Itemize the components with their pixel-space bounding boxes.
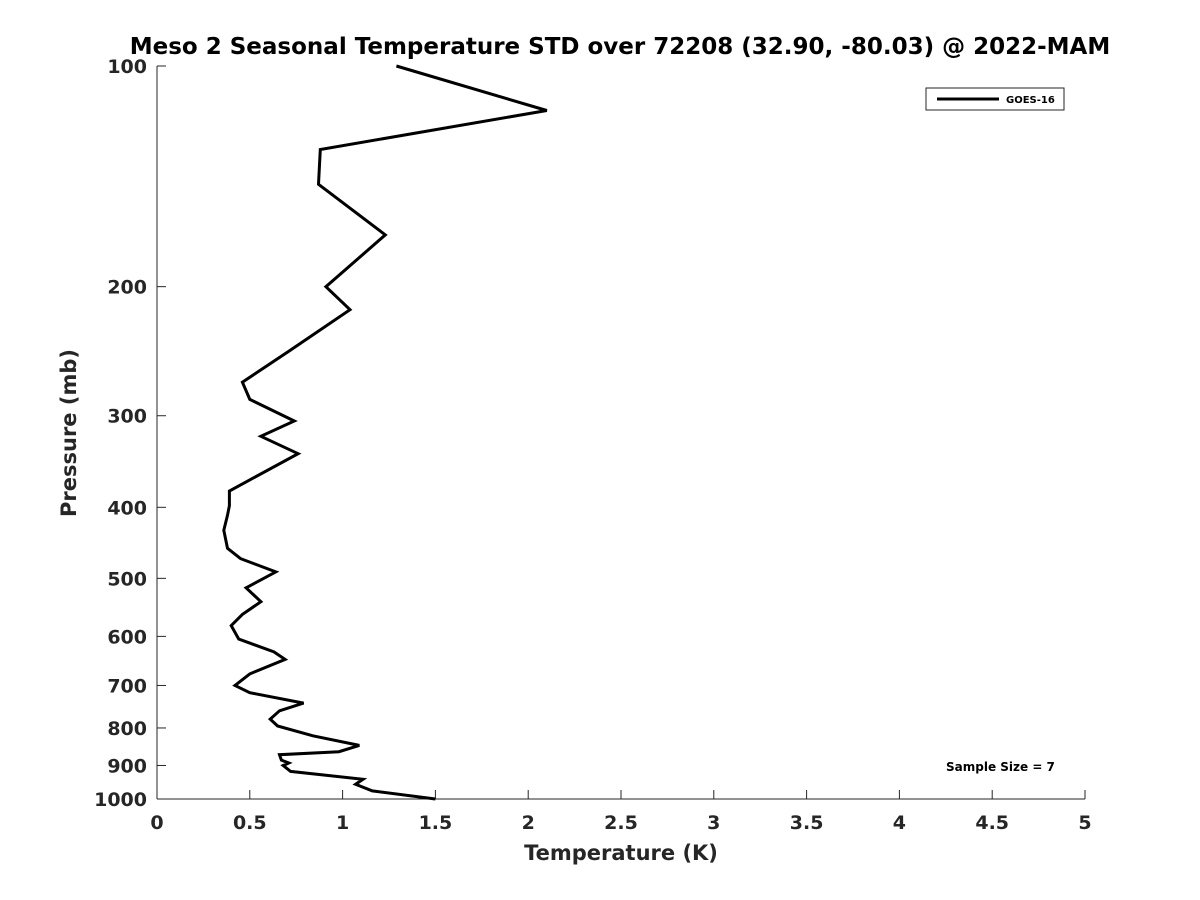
x-tick-label: 3 [707, 812, 720, 834]
y-tick-label: 800 [107, 718, 147, 740]
x-tick-label: 0.5 [233, 812, 267, 834]
y-tick-label: 100 [107, 56, 147, 78]
y-tick-label: 900 [107, 755, 147, 777]
legend: GOES-16 [925, 87, 1065, 111]
y-tick-label: 1000 [94, 789, 147, 811]
y-axis-label: Pressure (mb) [57, 349, 81, 517]
chart-title: Meso 2 Seasonal Temperature STD over 722… [130, 34, 1111, 60]
sample-size-annotation: Sample Size = 7 [946, 760, 1055, 774]
x-ticks: 0 0.5 1 1.5 2 2.5 3 3.5 4 4.5 5 [150, 790, 1092, 834]
y-tick-label: 700 [107, 675, 147, 697]
x-tick-label: 2 [522, 812, 535, 834]
x-tick-label: 4 [893, 812, 906, 834]
x-tick-label: 2.5 [604, 812, 638, 834]
y-tick-label: 200 [107, 277, 147, 299]
x-tick-label: 0 [150, 812, 163, 834]
y-tick-label: 300 [107, 406, 147, 428]
x-tick-label: 5 [1078, 812, 1091, 834]
plot-area [157, 66, 1085, 799]
x-tick-label: 1.5 [419, 812, 453, 834]
x-tick-label: 4.5 [975, 812, 1009, 834]
legend-label-goes-16: GOES-16 [1006, 95, 1055, 106]
y-ticks: 100 200 300 400 500 600 700 800 900 1000 [94, 56, 166, 811]
x-tick-label: 3.5 [790, 812, 824, 834]
x-axis-label: Temperature (K) [524, 841, 718, 865]
y-tick-label: 400 [107, 497, 147, 519]
x-tick-label: 1 [336, 812, 349, 834]
y-tick-label: 600 [107, 626, 147, 648]
y-tick-label: 500 [107, 568, 147, 590]
series-line-goes-16 [222, 64, 548, 801]
